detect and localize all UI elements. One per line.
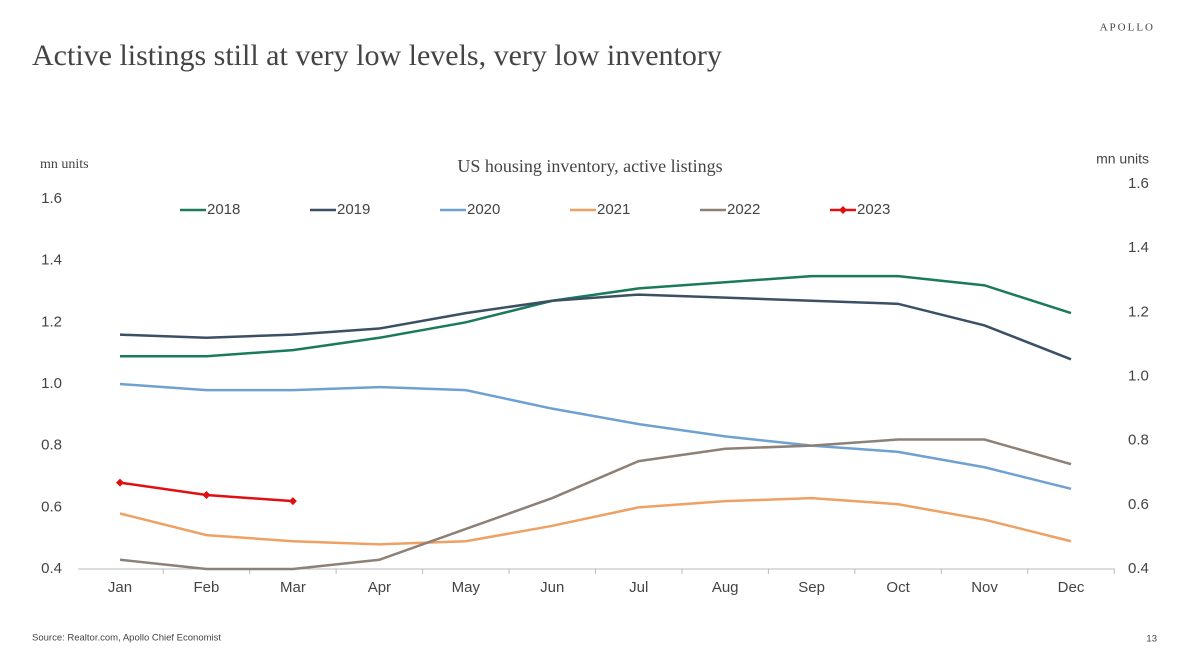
legend-label: 2021 xyxy=(597,201,630,218)
y2-tick-label: 0.4 xyxy=(1128,560,1149,577)
legend-marker xyxy=(839,206,847,214)
series-line xyxy=(120,274,1072,358)
x-tick-label: Jun xyxy=(540,579,564,596)
legend-label: 2018 xyxy=(207,201,240,218)
y2-tick-label: 1.6 xyxy=(1128,175,1149,192)
y-tick-label: 0.6 xyxy=(41,498,62,515)
legend-label: 2022 xyxy=(727,201,760,218)
x-tick-label: Sep xyxy=(798,579,825,596)
brand: APOLLO xyxy=(1100,22,1155,34)
point-marker xyxy=(202,491,211,499)
legend-label: 2023 xyxy=(857,201,890,218)
chart-title: US housing inventory, active listings xyxy=(457,156,722,176)
y2-axis-label: mn units xyxy=(1096,151,1149,167)
point-marker xyxy=(288,497,297,506)
x-tick-label: Oct xyxy=(886,579,910,596)
y-tick-label: 0.8 xyxy=(41,437,62,454)
series-line xyxy=(119,382,1072,491)
point-marker xyxy=(116,478,124,487)
series-line xyxy=(119,438,1072,571)
y-axis-label: mn units xyxy=(40,157,89,172)
legend-label: 2020 xyxy=(467,201,500,218)
y2-tick-label: 1.4 xyxy=(1128,239,1149,256)
y-tick-label: 1.2 xyxy=(41,313,62,330)
page-number: 13 xyxy=(1146,634,1157,645)
y2-tick-label: 1.0 xyxy=(1128,367,1149,384)
x-tick-label: Feb xyxy=(194,579,220,596)
y2-tick-label: 1.2 xyxy=(1128,303,1149,320)
x-tick-label: Apr xyxy=(368,579,391,596)
y-tick-label: 1.4 xyxy=(41,252,62,269)
y2-tick-label: 0.8 xyxy=(1128,432,1149,449)
y-tick-label: 0.4 xyxy=(41,560,62,577)
y2-tick-label: 0.6 xyxy=(1128,496,1149,513)
y-tick-label: 1.6 xyxy=(41,190,62,207)
series-line xyxy=(119,293,1072,361)
source: Source: Realtor.com, Apollo Chief Econom… xyxy=(32,633,221,644)
legend-label: 2019 xyxy=(337,201,370,218)
series-line xyxy=(119,496,1072,546)
x-tick-label: May xyxy=(452,579,481,596)
page-title: Active listings still at very low levels… xyxy=(32,39,722,72)
x-tick-label: Jan xyxy=(108,579,132,596)
x-tick-label: Aug xyxy=(712,579,739,596)
y-tick-label: 1.0 xyxy=(41,375,62,392)
x-tick-label: Jul xyxy=(629,579,648,596)
x-tick-label: Dec xyxy=(1058,579,1085,596)
x-tick-label: Mar xyxy=(280,579,306,596)
x-tick-label: Nov xyxy=(971,579,998,596)
